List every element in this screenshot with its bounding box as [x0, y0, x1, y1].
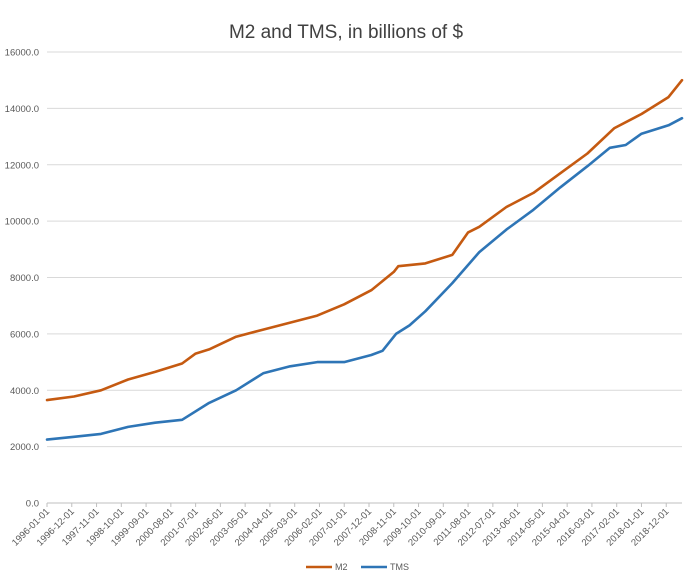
y-tick-label: 2000.0: [10, 442, 39, 453]
chart-title: M2 and TMS, in billions of $: [229, 22, 464, 43]
y-tick-label: 12000.0: [5, 160, 39, 171]
series-lines: [45, 78, 684, 441]
gridlines: [46, 51, 682, 507]
y-tick-label: 0.0: [26, 499, 39, 510]
legend: M2 TMS: [306, 562, 409, 572]
legend-label-tms: TMS: [390, 562, 409, 572]
y-tick-label: 16000.0: [5, 48, 39, 59]
x-axis-tick-labels: 1996-01-011996-12-011997-11-011998-10-01…: [10, 506, 671, 548]
y-tick-label: 8000.0: [10, 273, 39, 284]
series-line-tms: [45, 116, 684, 441]
y-tick-label: 14000.0: [5, 104, 39, 115]
series-line-m2: [45, 78, 684, 402]
y-tick-label: 4000.0: [10, 386, 39, 397]
y-axis-tick-labels: 0.0 2000.0 4000.0 6000.0 8000.0 10000.0 12000.…: [5, 48, 39, 510]
legend-label-m2: M2: [335, 562, 348, 572]
y-tick-label: 6000.0: [10, 329, 39, 340]
y-tick-label: 10000.0: [5, 217, 39, 228]
